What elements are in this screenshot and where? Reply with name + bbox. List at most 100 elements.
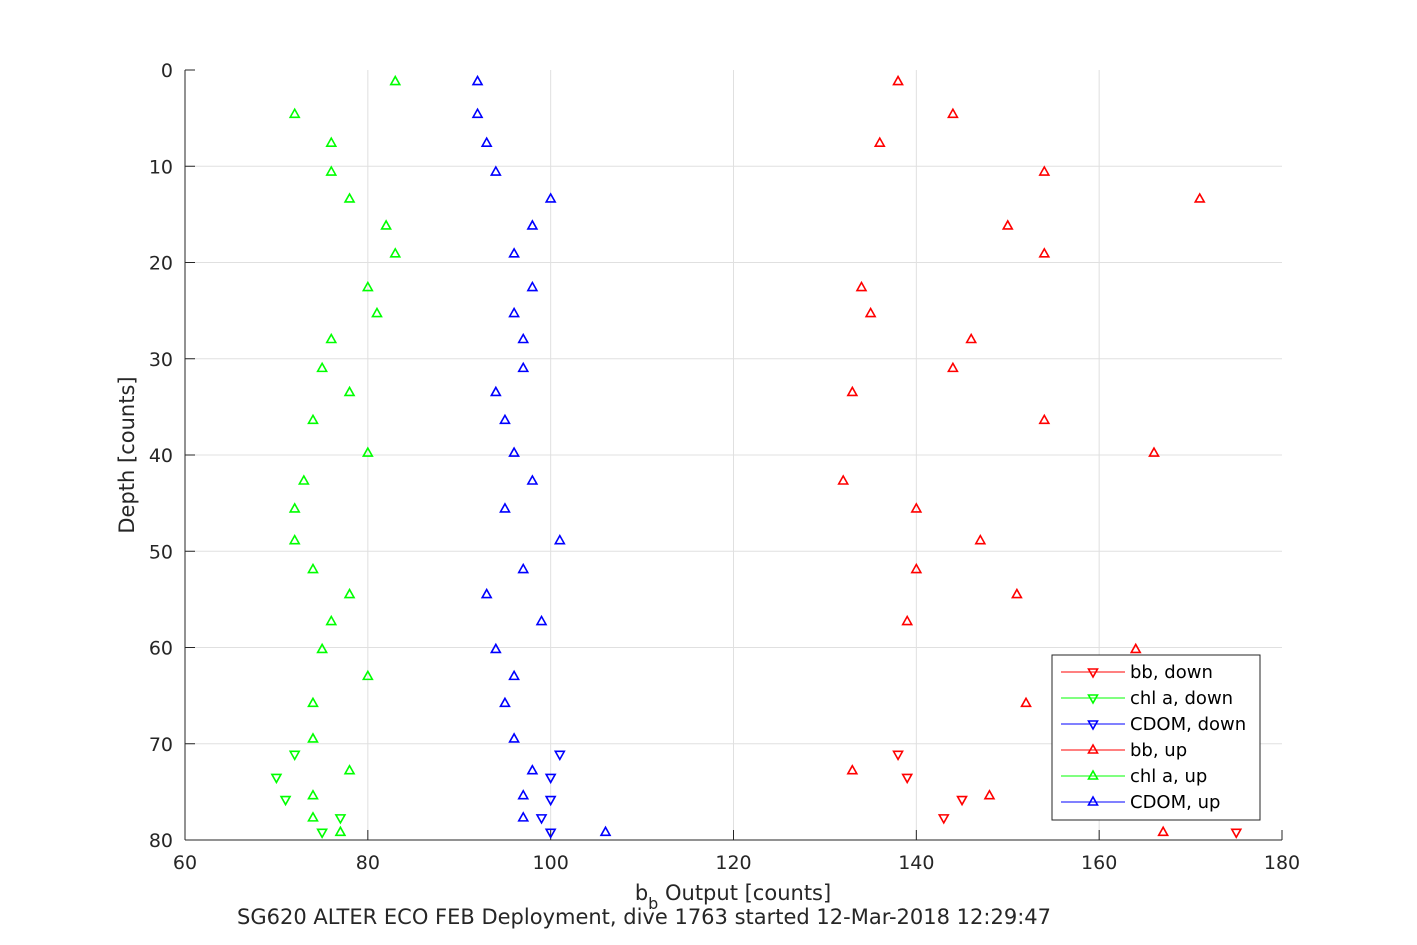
point-cdom-up [526,280,539,292]
point-chl-a-up [343,587,356,599]
point-cdom-up [526,764,539,775]
point-chl-a-up [307,732,319,743]
point-bb-up [1001,219,1014,230]
x-axis-label-suffix: Output [counts] [658,881,831,905]
point-cdom-up [517,811,530,822]
point-cdom-down [544,773,557,785]
point-bb-up [846,764,859,775]
point-chl-a-down [288,750,301,761]
point-bb-up [873,136,886,147]
point-chl-a-up [316,361,328,373]
point-cdom-up [517,332,530,344]
x-tick-label: 180 [1264,852,1300,874]
x-tick-label: 60 [173,852,197,874]
point-cdom-up [517,361,530,373]
point-cdom-up [544,192,557,203]
point-cdom-up [508,306,520,318]
point-chl-a-up [288,534,301,545]
point-cdom-up [535,614,548,626]
y-tick-label: 70 [149,734,173,756]
point-chl-a-up [380,219,392,230]
point-bb-up [910,502,923,513]
x-axis-label: bb Output [counts] [635,881,831,913]
point-bb-up [901,614,914,626]
y-tick-label: 10 [149,156,173,178]
point-chl-a-up [371,306,383,318]
point-cdom-up [480,136,493,147]
point-chl-a-up [307,413,319,425]
point-chl-a-up [325,614,338,626]
x-tick-label: 80 [356,852,380,874]
point-cdom-up [526,219,539,230]
point-cdom-up [508,669,520,681]
point-bb-up [1038,247,1051,258]
point-chl-a-up [389,247,402,258]
legend-label-bb-up: bb, up [1130,740,1187,761]
data-points [270,74,1243,839]
x-tick-label: 120 [715,852,751,874]
legend-label-chl-a-down: chl a, down [1130,688,1233,709]
point-chl-a-down [316,828,328,839]
point-cdom-down [544,828,557,839]
point-chl-a-up [325,136,338,147]
point-cdom-up [471,74,484,86]
point-bb-up [947,107,959,119]
point-cdom-up [499,696,511,708]
y-tick-label: 80 [149,830,173,852]
point-chl-a-up [361,446,374,457]
point-chl-a-up [389,74,402,86]
point-bb-up [1020,696,1032,708]
x-tick-label: 140 [898,852,934,874]
point-cdom-up [499,502,511,513]
legend: bb, down chl a, down CDOM, down bb, up chl a… [1051,654,1261,821]
point-cdom-up [526,474,539,485]
point-cdom-up [508,247,520,258]
x-axis-label-main: b [635,881,648,905]
point-cdom-up [489,385,502,397]
point-bb-down [937,814,950,825]
point-chl-a-up [343,385,356,397]
point-chl-a-down [279,795,292,807]
legend-marker-chl-a-down [1087,694,1099,705]
point-cdom-up [508,732,520,743]
y-tick-label: 40 [149,445,173,467]
point-chl-a-up [334,825,347,837]
point-chl-a-up [288,502,301,513]
point-bb-up [846,385,859,397]
point-chl-a-down [270,773,283,785]
y-tick-label: 30 [149,349,173,371]
point-bb-up [1148,446,1160,457]
point-bb-up [1011,587,1023,599]
legend-marker-bb-down [1087,668,1099,679]
caption: SG620 ALTER ECO FEB Deployment, dive 176… [237,905,1051,929]
point-bb-up [1193,192,1206,203]
point-chl-a-up [307,562,319,574]
legend-label-cdom-up: CDOM, up [1130,792,1220,813]
point-cdom-up [508,446,520,457]
point-cdom-down [535,814,548,825]
point-bb-up [1038,413,1051,425]
point-bb-up [855,280,868,292]
point-chl-a-up [343,764,356,775]
point-cdom-up [489,165,502,176]
point-chl-a-up [325,165,338,176]
point-bb-down [956,795,968,807]
point-chl-a-down [334,814,347,825]
point-bb-up [1157,825,1170,837]
point-chl-a-up [307,789,319,800]
point-bb-up [983,789,996,800]
x-axis-label-subscript: b [648,894,658,913]
point-bb-down [1230,828,1243,839]
point-cdom-down [553,750,566,761]
point-chl-a-up [325,332,338,344]
point-chl-a-up [361,280,374,292]
legend-label-bb-down: bb, down [1130,662,1213,683]
point-chl-a-up [297,474,310,485]
point-cdom-up [599,825,612,837]
y-tick-label: 50 [149,541,173,563]
legend-marker-bb-up [1087,743,1099,754]
point-bb-up [974,534,987,545]
y-tick-label: 20 [149,253,173,275]
